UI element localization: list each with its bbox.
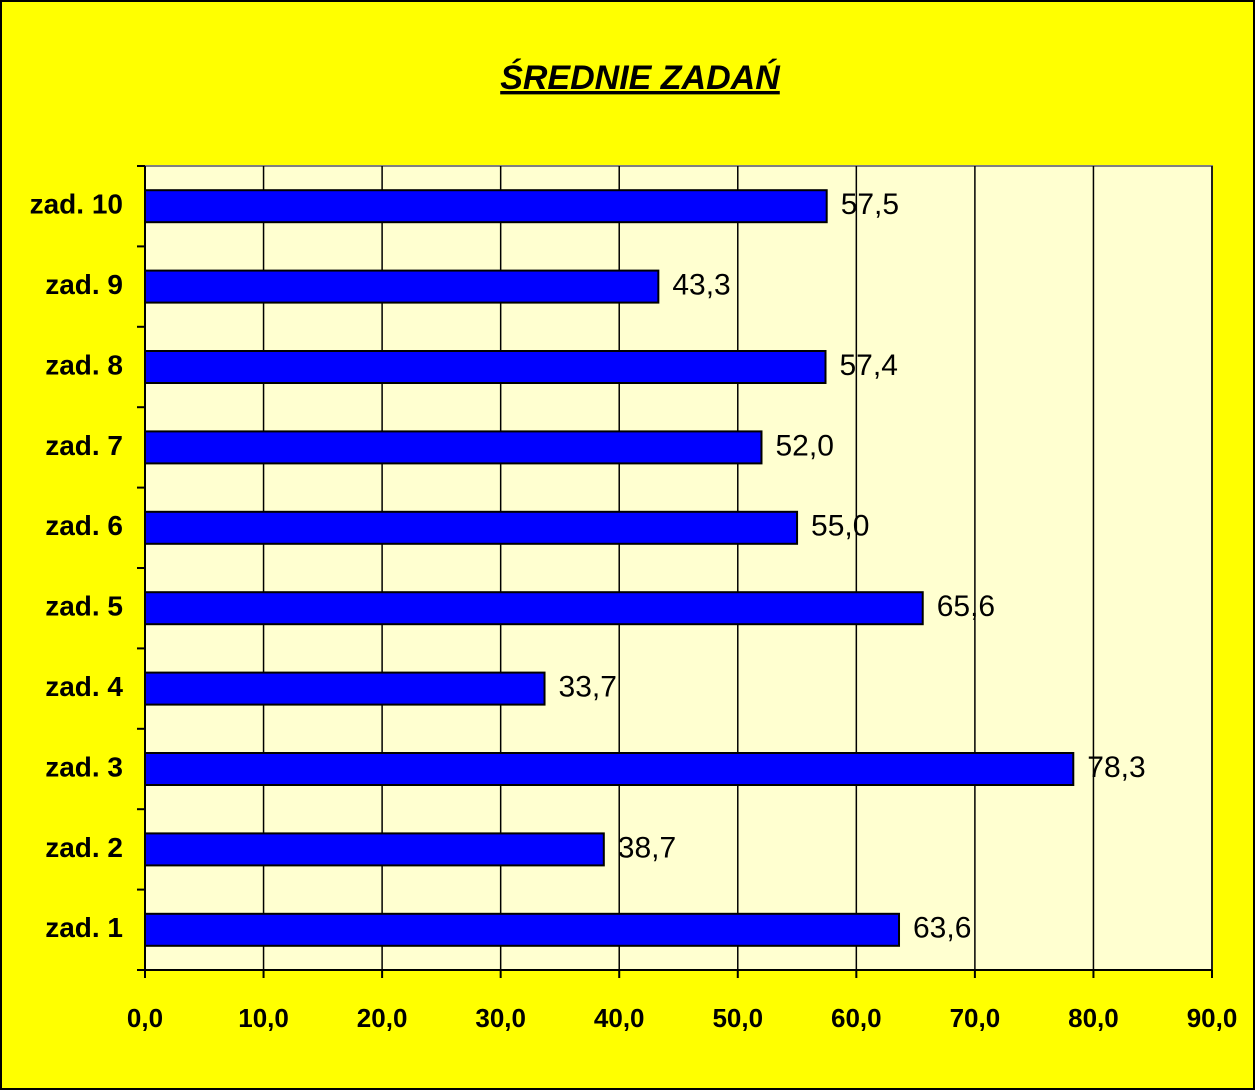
value-label: 57,5 [841,188,899,221]
x-tick-label: 70,0 [950,1003,1001,1033]
chart-title: ŚREDNIE ZADAŃ [500,59,781,97]
y-tick-label: zad. 10 [30,189,123,220]
value-label: 52,0 [775,429,833,462]
value-label: 65,6 [937,590,995,623]
value-label: 57,4 [840,349,898,382]
y-tick-label: zad. 6 [45,510,123,541]
x-tick-label: 60,0 [831,1003,882,1033]
x-tick-label: 80,0 [1068,1003,1119,1033]
bar [144,350,827,384]
value-label: 78,3 [1087,751,1145,784]
y-tick-label: zad. 3 [45,751,123,782]
bar [144,832,605,867]
x-tick-label: 10,0 [238,1003,289,1033]
x-tick-label: 0,0 [127,1003,163,1033]
bar [144,671,546,706]
bar [144,912,901,947]
y-tick-label: zad. 8 [45,349,123,380]
x-tick-label: 20,0 [357,1003,408,1033]
bar [144,591,924,626]
value-label: 38,7 [618,831,676,864]
y-tick-label: zad. 4 [45,671,123,702]
x-tick-label: 30,0 [475,1003,526,1033]
y-tick-label: zad. 9 [45,269,123,300]
value-label: 43,3 [672,269,730,302]
x-tick-label: 50,0 [712,1003,763,1033]
y-tick-label: zad. 1 [45,912,123,943]
value-label: 33,7 [559,671,617,704]
bar [144,752,1075,786]
bar [144,269,660,304]
bar [144,189,828,224]
x-tick-label: 90,0 [1187,1003,1238,1033]
y-tick-label: zad. 2 [45,832,123,863]
y-tick-label: zad. 5 [45,591,123,622]
value-label: 63,6 [913,912,971,945]
bar [144,430,763,465]
y-tick-label: zad. 7 [45,430,123,461]
bar [144,510,799,545]
x-tick-label: 40,0 [594,1003,645,1033]
value-label: 55,0 [811,510,869,543]
